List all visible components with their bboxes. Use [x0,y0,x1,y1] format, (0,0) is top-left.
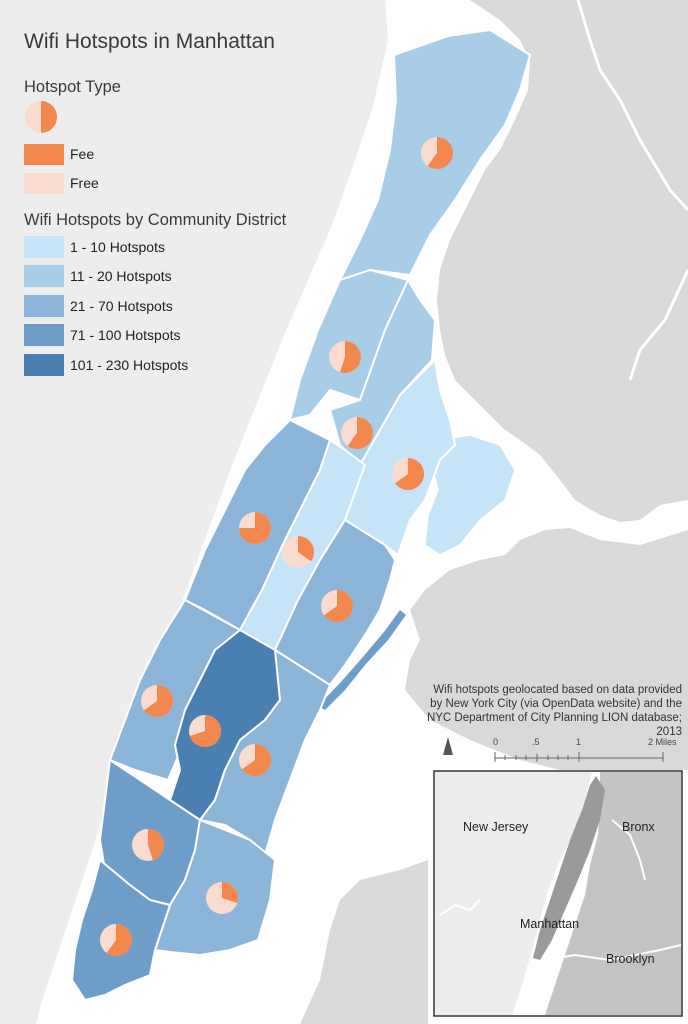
inset-label-brooklyn: Brooklyn [606,952,655,966]
pie-fee-slice [148,829,165,861]
district-pie-greenwich-village [132,829,165,861]
district-pie-upper-east-side-north [392,458,425,491]
legend-class-label: 11 - 20 Hotspots [70,268,172,284]
pie-fee-slice [222,882,239,903]
data-source-credit: Wifi hotspots geolocated based on data p… [426,684,682,738]
legend-class-swatch [24,265,64,287]
legend-graphics [24,101,64,376]
legend-free-swatch [24,173,64,194]
legend-class-label: 1 - 10 Hotspots [70,239,165,255]
legend-class-swatch [24,295,64,317]
randalls-island [424,434,516,556]
legend-class-label: 71 - 100 Hotspots [70,327,181,343]
pie-fee-slice [340,341,361,373]
district-pie-murray-hill [239,744,272,776]
district-pie-midtown-east [321,590,354,622]
district-legend-title: Wifi Hotspots by Community District [24,211,287,229]
district-pie-financial-district [100,924,133,956]
pie-fee-slice [106,924,133,956]
pie-fee-slice [395,458,425,491]
queens-land [405,528,688,770]
legend-class-swatch [24,354,64,376]
inset-label-new-jersey: New Jersey [463,820,529,834]
scale-label-1: 1 [576,737,582,747]
bronx-queens-land [437,0,688,522]
district-pie-chelsea-clinton [141,685,174,717]
district-pie-east-harlem [341,417,374,449]
district-pie-upper-manhattan [421,136,454,169]
district-pie-upper-west-side [239,512,271,544]
legend-free-label: Free [70,175,99,191]
brooklyn-land [300,860,428,1024]
roosevelt-island [318,610,406,710]
legend-fee-swatch [24,144,64,165]
inset-label-bronx: Bronx [622,820,655,834]
district-pie-midtown [189,715,221,748]
pie-fee-slice [242,744,272,776]
pie-fee-slice [298,536,314,562]
scale-label-0: 0 [493,737,499,747]
district-pie-central-harlem [329,341,361,373]
scale-label-2-miles: 2 Miles [648,737,677,747]
pie-fee-slice [427,136,454,169]
legend-class-swatch [24,236,64,258]
scale-bar [494,752,664,762]
legend-class-swatch [24,324,64,346]
district-upper-east-side-north [344,359,456,556]
legend-class-label: 101 - 230 Hotspots [70,357,189,373]
pie-fee-slice [324,590,354,622]
pie-fee-slice [239,512,271,544]
new-jersey-land [0,0,388,1024]
legend-pie-icon [25,101,57,133]
river-north-white [576,0,688,212]
hotspot-pies [100,136,454,956]
inset-map [433,770,683,1017]
pie-fee-slice [144,685,174,717]
pie-fee-slice [189,715,221,748]
inset-label-manhattan: Manhattan [520,917,580,931]
district-pie-upper-east-side-south [282,536,314,568]
district-pie-lower-east-side [206,882,239,914]
hotspot-type-title: Hotspot Type [24,78,121,96]
river-bronx-white [628,269,688,381]
scale-label-half: .5 [532,737,540,747]
pie-fee-slice [347,417,374,449]
legend-fee-label: Fee [70,146,95,162]
pie-fee-slice [41,101,57,133]
north-arrow-icon [443,737,453,755]
map-title: Wifi Hotspots in Manhattan [24,30,275,53]
legend-class-label: 21 - 70 Hotspots [70,298,173,314]
